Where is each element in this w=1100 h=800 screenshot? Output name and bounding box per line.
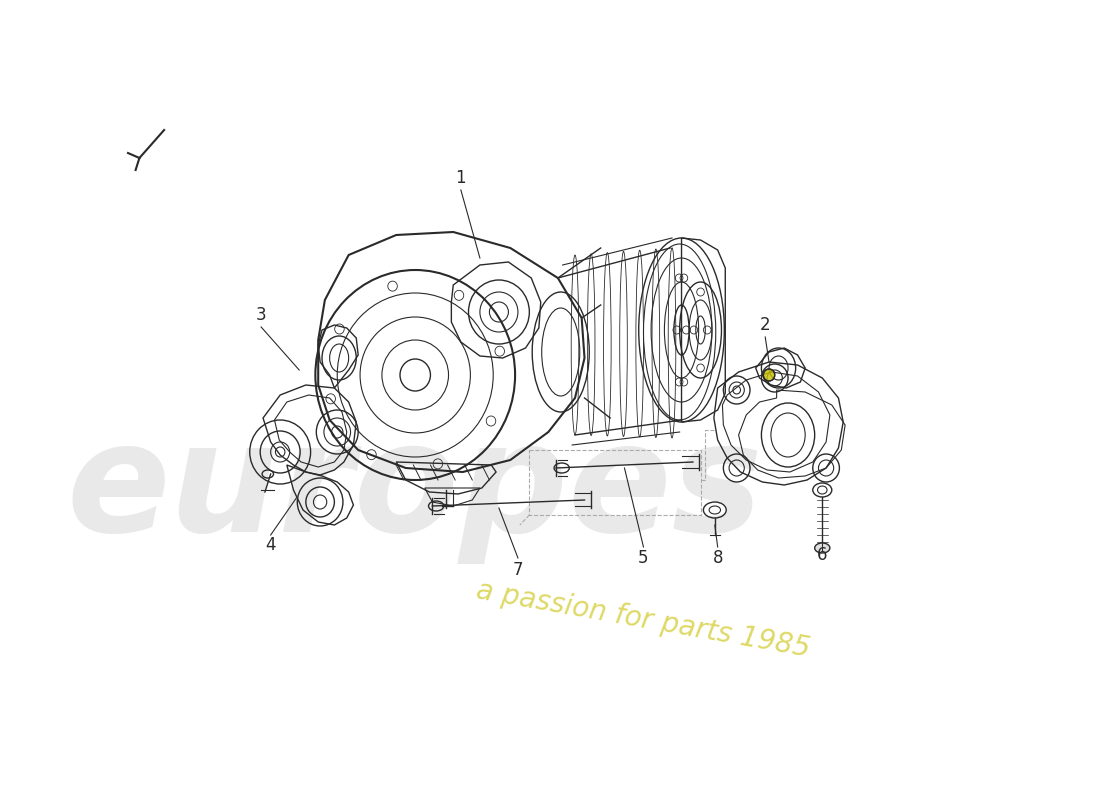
- Text: 2: 2: [760, 316, 770, 334]
- Text: 7: 7: [513, 561, 524, 579]
- Text: 1: 1: [455, 169, 466, 187]
- Ellipse shape: [763, 369, 774, 381]
- Text: 8: 8: [713, 549, 723, 567]
- Text: 5: 5: [638, 549, 649, 567]
- Text: 6: 6: [817, 546, 827, 564]
- Text: 4: 4: [265, 536, 276, 554]
- Text: 3: 3: [256, 306, 266, 324]
- Text: europes: europes: [67, 415, 763, 565]
- Text: a passion for parts 1985: a passion for parts 1985: [474, 577, 813, 663]
- Ellipse shape: [815, 543, 829, 553]
